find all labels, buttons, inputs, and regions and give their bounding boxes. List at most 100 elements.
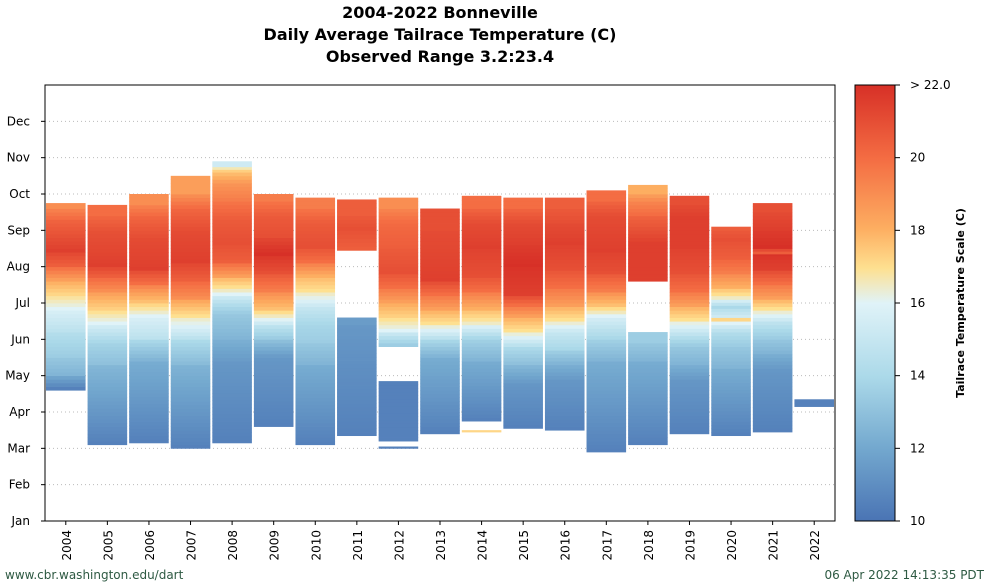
- temp-band: [337, 346, 377, 351]
- temp-band: [337, 211, 377, 217]
- temp-band: [170, 401, 211, 406]
- temp-band: [461, 353, 502, 358]
- temp-band: [628, 277, 668, 282]
- temp-band: [253, 215, 294, 220]
- temp-band: [212, 382, 252, 387]
- temp-band: [628, 184, 668, 189]
- temp-band: [669, 346, 710, 351]
- temp-band: [461, 303, 502, 308]
- temp-band: [711, 400, 751, 405]
- source-link[interactable]: www.cbr.washington.edu/dart: [5, 568, 184, 582]
- temp-band: [586, 346, 627, 351]
- temp-band: [212, 371, 252, 376]
- temp-band: [503, 313, 543, 318]
- temp-band: [711, 403, 751, 408]
- temp-band: [212, 270, 252, 275]
- temp-band: [253, 288, 294, 293]
- temp-band: [212, 306, 252, 311]
- temp-band: [129, 357, 169, 362]
- y-tick-label-Jan: Jan: [11, 514, 31, 528]
- temp-band: [87, 368, 128, 373]
- colorbar-tick-label: 14: [910, 369, 925, 383]
- temp-band: [295, 382, 336, 387]
- temp-band: [503, 372, 543, 377]
- temp-band: [378, 434, 419, 438]
- temp-band: [669, 379, 710, 384]
- temp-band: [46, 219, 86, 224]
- temp-band: [337, 223, 377, 228]
- temp-band: [253, 390, 294, 395]
- temp-band: [461, 399, 502, 404]
- temp-band: [378, 430, 419, 435]
- year-column-2011: [337, 199, 377, 437]
- temp-band: [461, 255, 502, 260]
- temp-band: [46, 332, 86, 337]
- temp-band: [212, 237, 252, 242]
- temp-band: [669, 299, 710, 304]
- temp-band: [170, 299, 211, 304]
- temp-band: [752, 332, 793, 337]
- temp-band: [503, 237, 543, 242]
- temp-band: [129, 313, 169, 318]
- temp-band: [752, 386, 793, 390]
- temp-band: [337, 219, 377, 224]
- temp-band: [46, 241, 86, 246]
- temp-band: [711, 421, 751, 426]
- temp-band: [46, 252, 86, 257]
- temp-band: [461, 321, 502, 326]
- temp-band: [544, 386, 585, 391]
- temp-band: [87, 215, 128, 220]
- temp-band: [253, 397, 294, 402]
- temp-band: [212, 252, 252, 257]
- temp-band: [337, 242, 377, 247]
- temp-band: [669, 284, 710, 289]
- temp-band: [46, 230, 86, 235]
- temp-band: [752, 270, 793, 275]
- temp-band: [87, 379, 128, 384]
- temp-band: [46, 263, 86, 268]
- temp-band: [253, 419, 294, 424]
- temp-band: [46, 313, 86, 318]
- temp-band: [503, 346, 543, 351]
- temp-band: [212, 346, 252, 351]
- temp-band: [212, 288, 252, 293]
- temp-band: [46, 328, 86, 333]
- temp-band: [87, 259, 128, 264]
- temp-band: [752, 248, 793, 252]
- temp-band: [170, 281, 211, 286]
- temp-band: [212, 393, 252, 398]
- temp-band: [378, 197, 419, 202]
- temp-band: [87, 230, 128, 235]
- temp-band: [544, 288, 585, 293]
- temp-band: [378, 313, 419, 318]
- temp-band: [461, 241, 502, 246]
- temp-band: [295, 281, 336, 286]
- temp-band: [752, 403, 793, 408]
- temp-band: [586, 321, 627, 326]
- temp-band: [752, 215, 793, 220]
- temp-band: [544, 270, 585, 275]
- temp-band: [461, 237, 502, 242]
- temp-band: [420, 208, 460, 213]
- temp-band: [711, 364, 751, 369]
- temp-band: [170, 219, 211, 224]
- temp-band: [503, 339, 543, 344]
- year-column-2017: [586, 190, 627, 453]
- temp-band: [586, 357, 627, 362]
- temp-band: [586, 215, 627, 220]
- temp-band: [295, 353, 336, 358]
- temp-band: [544, 397, 585, 402]
- temp-band: [669, 263, 710, 268]
- temp-band: [129, 371, 169, 376]
- temp-band: [170, 244, 211, 249]
- temp-band: [170, 186, 211, 191]
- temp-band: [503, 389, 543, 394]
- temp-band: [253, 401, 294, 406]
- temp-band: [544, 255, 585, 260]
- temp-band: [212, 386, 252, 390]
- temp-band: [752, 310, 793, 315]
- temp-band: [669, 357, 710, 362]
- x-tick-label-2021: 2021: [767, 530, 781, 561]
- temp-band: [752, 259, 793, 264]
- temp-band: [129, 414, 169, 419]
